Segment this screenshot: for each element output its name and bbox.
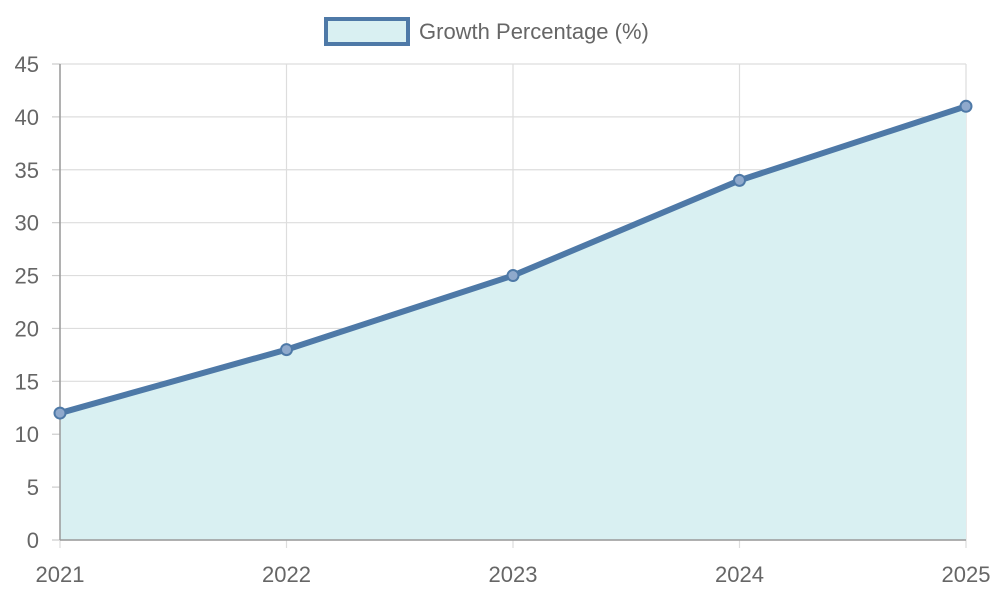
- y-tick-label: 10: [15, 422, 39, 447]
- y-tick-label: 25: [15, 264, 39, 289]
- x-tick-label: 2025: [942, 562, 991, 587]
- y-tick-label: 20: [15, 316, 39, 341]
- data-point[interactable]: [53, 406, 67, 420]
- y-tick-label: 45: [15, 52, 39, 77]
- data-point[interactable]: [506, 269, 520, 283]
- y-tick-label: 40: [15, 105, 39, 130]
- data-point[interactable]: [280, 343, 293, 357]
- x-tick-label: 2023: [489, 562, 538, 587]
- x-tick-label: 2021: [36, 562, 85, 587]
- legend-label[interactable]: Growth Percentage (%): [419, 19, 649, 44]
- y-tick-label: 30: [15, 211, 39, 236]
- point-layer: [53, 99, 973, 420]
- series-area-fill: [60, 106, 966, 541]
- y-tick-label: 15: [15, 369, 39, 394]
- area-layer: [60, 106, 966, 541]
- y-tick-label: 0: [27, 528, 39, 553]
- data-point[interactable]: [959, 99, 973, 113]
- legend[interactable]: Growth Percentage (%): [324, 17, 649, 46]
- x-tick-label: 2024: [715, 562, 764, 587]
- y-tick-label: 5: [27, 475, 39, 500]
- y-tick-label: 35: [15, 158, 39, 183]
- legend-swatch[interactable]: [324, 17, 410, 46]
- x-tick-label: 2022: [262, 562, 311, 587]
- axis-layer: [59, 64, 966, 541]
- data-point[interactable]: [733, 173, 746, 187]
